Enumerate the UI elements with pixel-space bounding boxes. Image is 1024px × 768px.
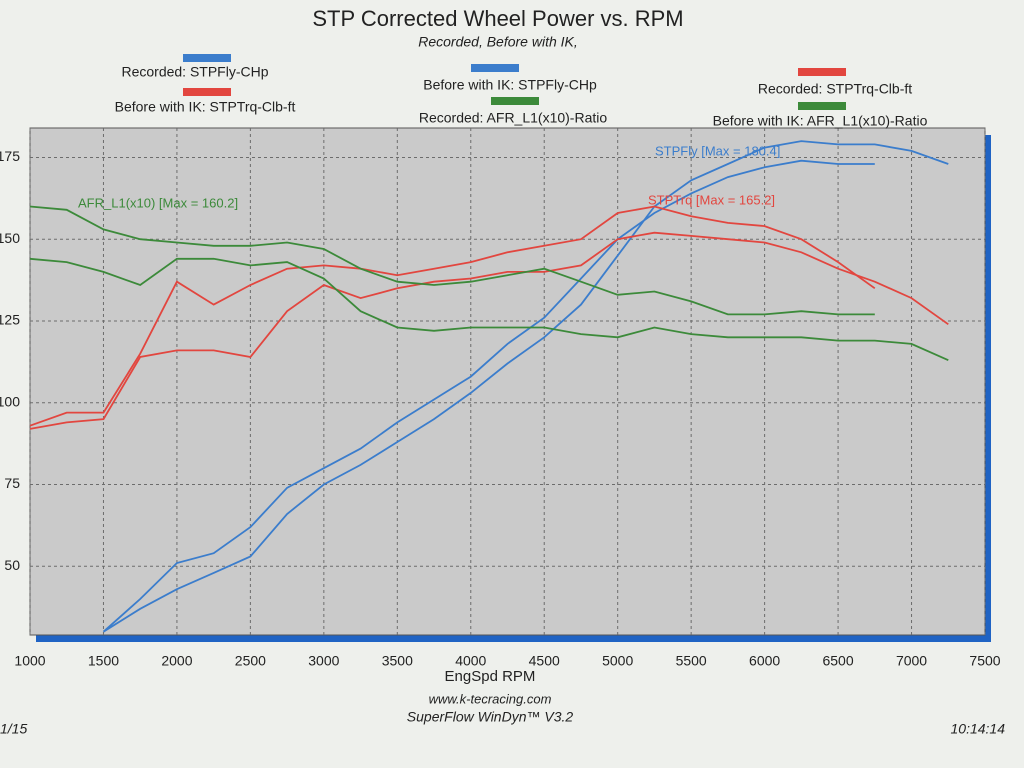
legend-swatch [183, 54, 231, 62]
legend-label: Before with IK: STPTrq-Clb-ft [115, 99, 296, 115]
legend-label: Recorded: STPTrq-Clb-ft [758, 81, 912, 97]
print-time: 10:14:14 [951, 721, 1006, 737]
x-tick-label: 1000 [14, 653, 45, 669]
x-tick-label: 7000 [896, 653, 927, 669]
series-line [29, 205, 875, 316]
print-date: 1/15 [0, 721, 27, 737]
y-tick-label: 150 [0, 230, 20, 246]
series-line [102, 159, 875, 633]
y-tick-label: 175 [0, 148, 20, 164]
series-line [103, 140, 949, 633]
footer-url: www.k-tecracing.com [429, 691, 552, 706]
x-tick-label: 3500 [382, 653, 413, 669]
legend-swatch [798, 68, 846, 76]
series-line [29, 231, 949, 430]
series-line [29, 257, 949, 362]
legend-swatch [183, 88, 231, 96]
x-tick-label: 1500 [88, 653, 119, 669]
y-tick-label: 125 [0, 312, 20, 328]
x-axis-label: EngSpd RPM [445, 668, 536, 685]
annotation: STPTrq [Max = 165.2] [648, 192, 775, 207]
x-tick-label: 2500 [235, 653, 266, 669]
x-tick-label: 5500 [676, 653, 707, 669]
plot-area [29, 127, 986, 636]
legend-swatch [491, 97, 539, 105]
legend-label: Recorded: STPFly-CHp [121, 64, 268, 80]
annotation: STPFly [Max = 180.4] [655, 143, 780, 158]
y-tick-label: 75 [4, 475, 20, 491]
x-tick-label: 4000 [455, 653, 486, 669]
chart-subtitle: Recorded, Before with IK, [418, 34, 578, 50]
x-tick-label: 5000 [602, 653, 633, 669]
annotation: AFR_L1(x10) [Max = 160.2] [78, 195, 238, 210]
x-tick-label: 4500 [529, 653, 560, 669]
x-tick-label: 6000 [749, 653, 780, 669]
legend-swatch [798, 102, 846, 110]
x-tick-label: 2000 [161, 653, 192, 669]
legend-label: Before with IK: AFR_L1(x10)-Ratio [713, 113, 928, 129]
y-tick-label: 100 [0, 393, 20, 409]
footer-software: SuperFlow WinDyn™ V3.2 [407, 709, 574, 725]
legend-label: Before with IK: STPFly-CHp [423, 77, 597, 93]
series-line [29, 205, 876, 427]
legend-label: Recorded: AFR_L1(x10)-Ratio [419, 110, 608, 126]
legend-swatch [471, 64, 519, 72]
y-tick-label: 50 [4, 557, 20, 573]
chart-title: STP Corrected Wheel Power vs. RPM [312, 6, 683, 31]
x-tick-label: 6500 [822, 653, 853, 669]
x-tick-label: 7500 [969, 653, 1000, 669]
x-tick-label: 3000 [308, 653, 339, 669]
